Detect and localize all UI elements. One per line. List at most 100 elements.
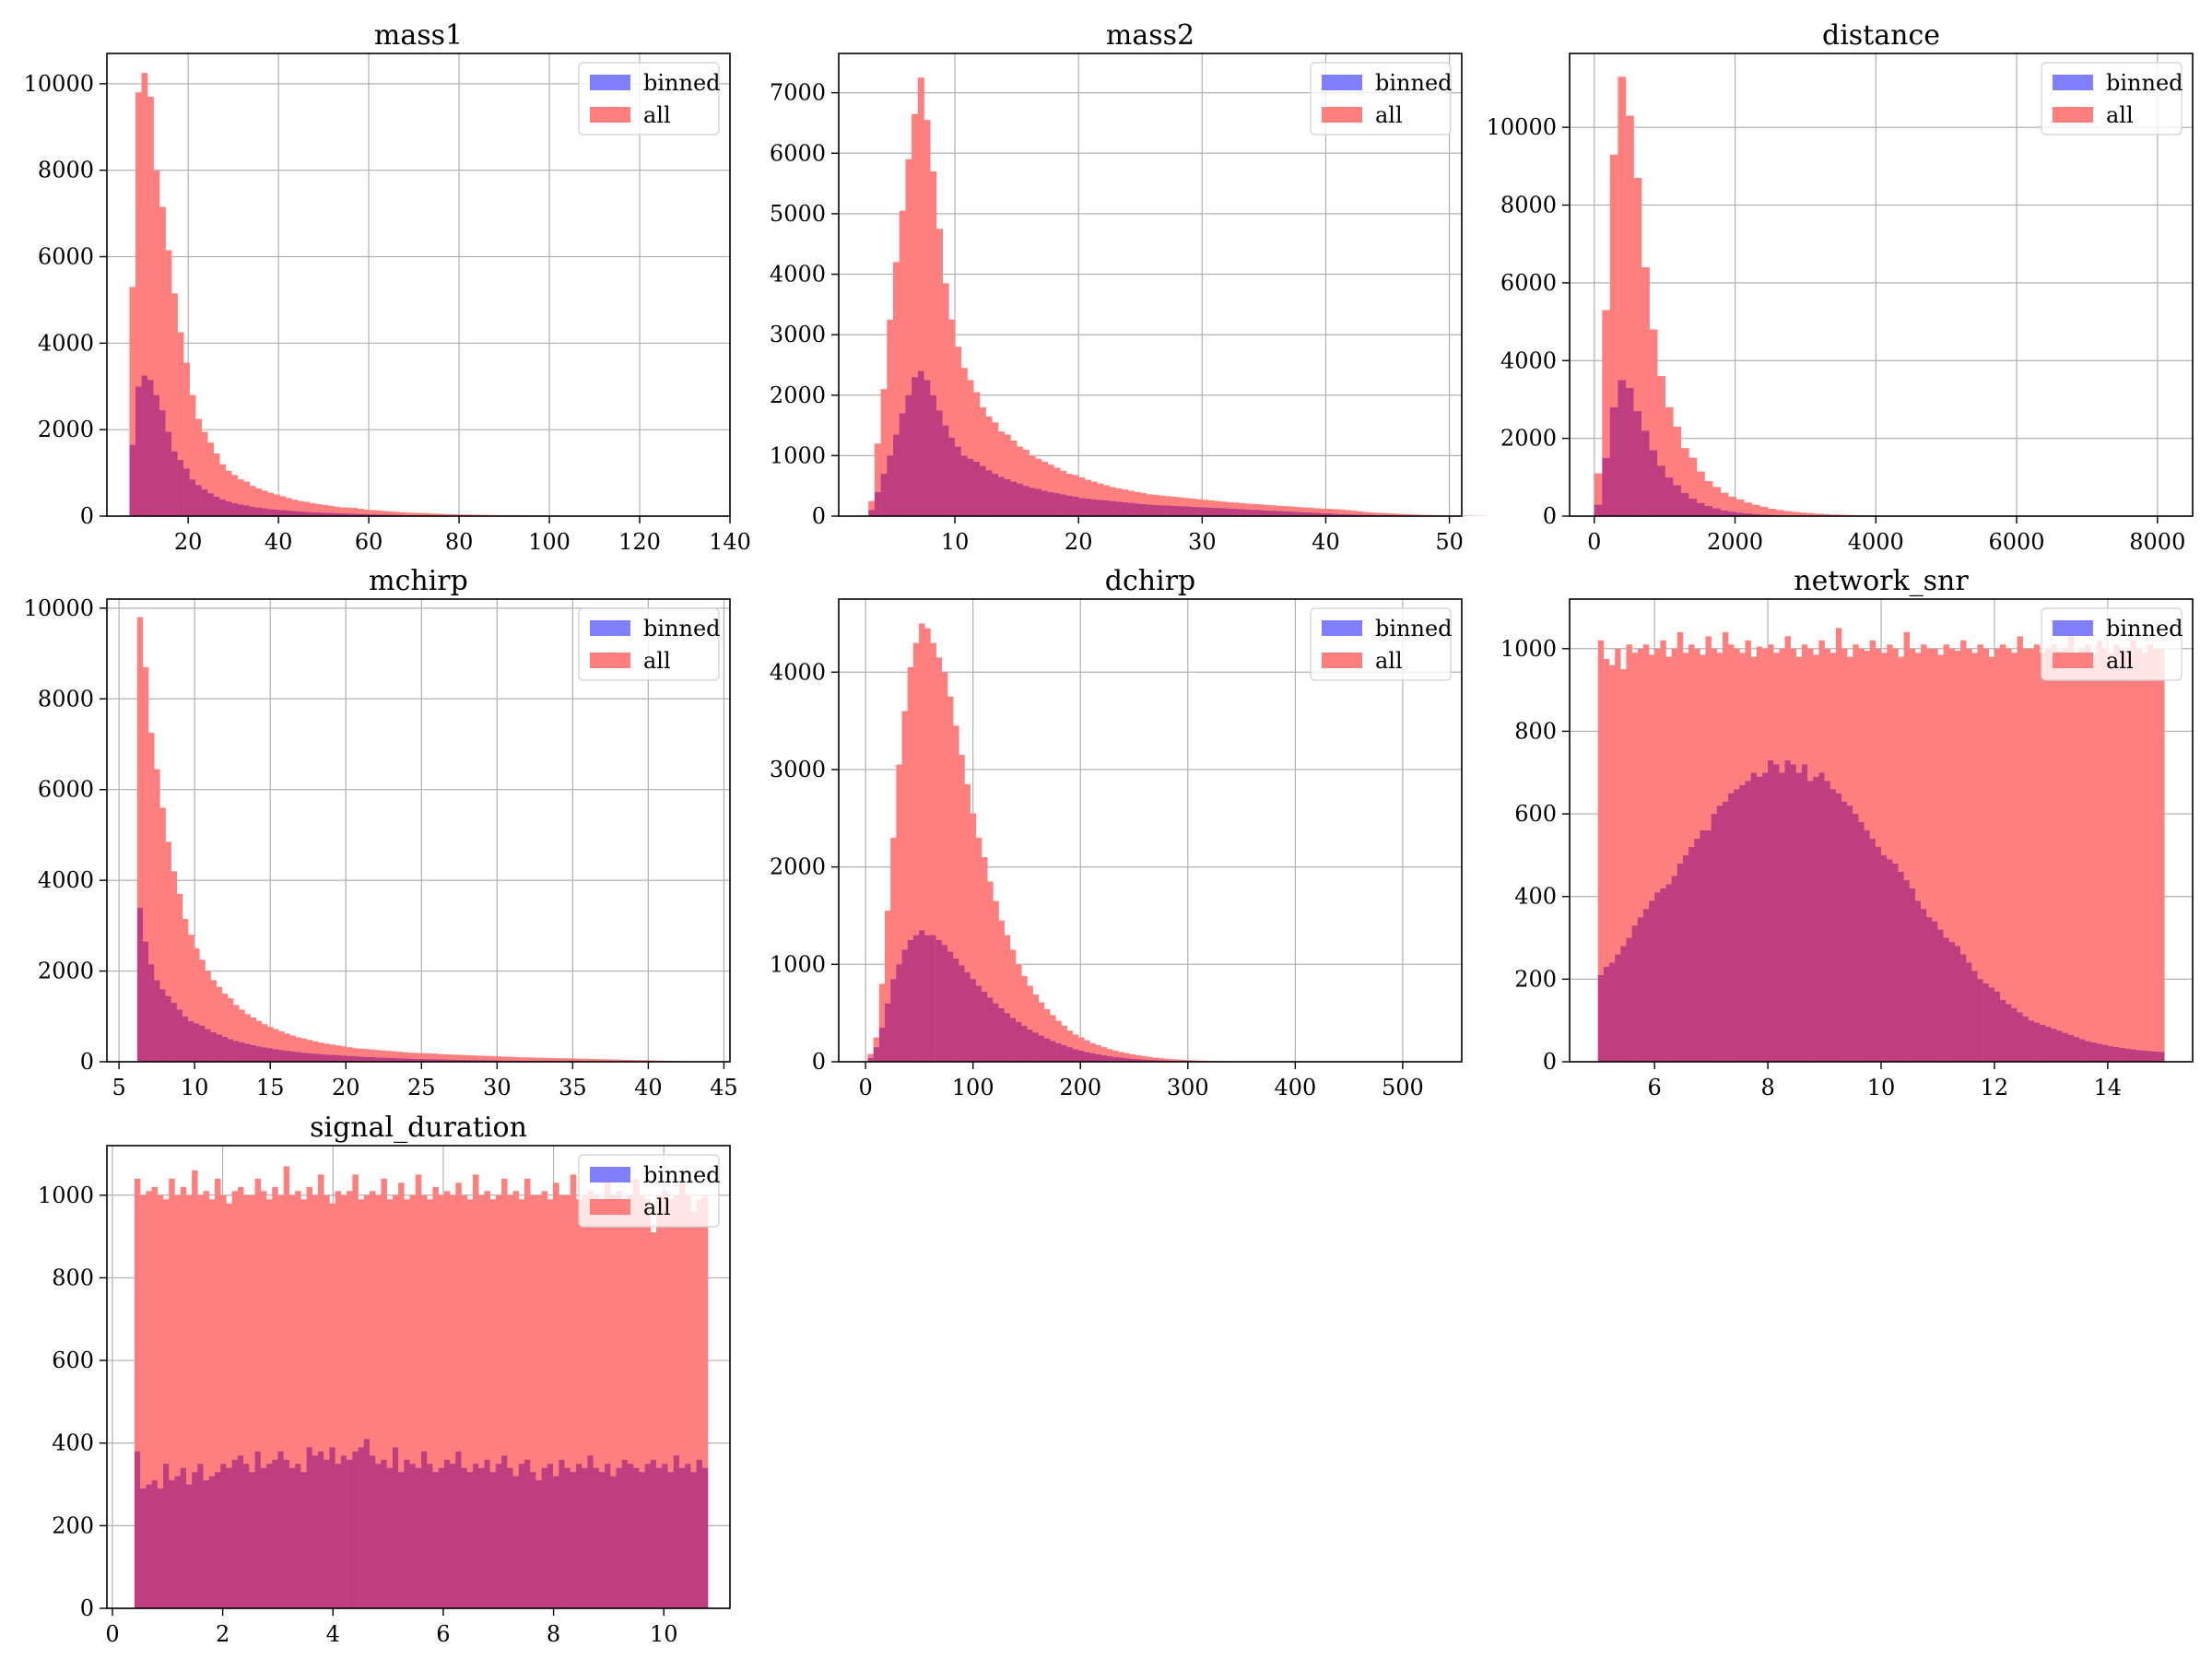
bar-all xyxy=(919,623,925,931)
bar-binned xyxy=(207,493,215,516)
bar-all xyxy=(1232,502,1240,510)
bar-binned xyxy=(973,461,981,516)
bar-binned xyxy=(171,1003,178,1062)
y-tick-label: 6000 xyxy=(1500,270,1557,296)
bar-binned xyxy=(1712,508,1721,516)
bar-all xyxy=(912,113,919,378)
bar-binned xyxy=(392,1447,399,1608)
bar-all xyxy=(374,1050,381,1058)
bar-binned xyxy=(1903,879,1911,1062)
bar-all xyxy=(2096,640,2102,1044)
bar-binned xyxy=(955,446,962,516)
bar-all xyxy=(2101,648,2109,1045)
bar-binned xyxy=(1276,511,1283,516)
bar-all xyxy=(478,1194,485,1468)
bar-all xyxy=(1072,1034,1079,1050)
bar-all xyxy=(278,1031,285,1051)
bar-all xyxy=(171,293,178,452)
bar-binned xyxy=(1127,502,1135,516)
bar-all xyxy=(1790,648,1797,765)
bar-binned xyxy=(1319,512,1326,516)
bars xyxy=(136,617,703,1062)
bar-binned xyxy=(924,380,931,516)
bar-binned xyxy=(1084,1052,1090,1062)
bar-all xyxy=(208,1199,216,1477)
bar-binned xyxy=(1677,863,1684,1062)
bar-binned xyxy=(227,1039,234,1062)
bar-all xyxy=(306,1186,313,1448)
bar-all xyxy=(315,503,323,513)
bar-binned xyxy=(318,1451,324,1608)
bar-all xyxy=(2028,648,2035,1021)
bar-all xyxy=(2051,644,2057,1030)
bar-all xyxy=(2073,653,2080,1038)
bar-binned xyxy=(397,1058,404,1062)
bar-binned xyxy=(1227,508,1234,516)
bar-all xyxy=(1801,644,1808,765)
bar-binned xyxy=(477,1060,483,1062)
bar-binned xyxy=(1824,781,1830,1062)
bar-binned xyxy=(530,1472,536,1608)
bar-all xyxy=(227,998,234,1040)
bar-binned xyxy=(2067,1034,2075,1062)
bar-binned xyxy=(453,1059,460,1062)
bar-binned xyxy=(1313,512,1321,516)
bar-binned xyxy=(1594,504,1603,516)
bar-all xyxy=(1192,1060,1199,1062)
bar-binned xyxy=(1745,781,1751,1062)
bar-all xyxy=(1288,506,1296,512)
bar-all xyxy=(606,1059,613,1062)
bar-binned xyxy=(309,512,316,516)
bar-all xyxy=(261,490,268,509)
bar-binned xyxy=(896,964,902,1062)
bar-all xyxy=(1134,491,1141,504)
bar-all xyxy=(1089,1042,1096,1053)
bar-binned xyxy=(159,410,166,516)
bar-all xyxy=(1115,488,1123,502)
bar-binned xyxy=(231,1459,239,1608)
bar-binned xyxy=(2056,1030,2063,1062)
bar-all xyxy=(459,514,466,516)
bar-all xyxy=(1739,653,1746,785)
bar-binned xyxy=(404,1459,410,1608)
bar-all xyxy=(369,1191,376,1456)
y-tick-label: 2000 xyxy=(1500,426,1557,452)
bar-binned xyxy=(303,512,311,516)
bar-binned xyxy=(1779,772,1785,1062)
bar-binned xyxy=(358,1447,365,1608)
bar-all xyxy=(261,1024,268,1048)
bar-binned xyxy=(1061,1045,1067,1062)
bar-all xyxy=(878,983,886,1029)
bar-all xyxy=(982,857,988,992)
bar-binned xyxy=(1728,512,1737,516)
bar-all xyxy=(340,1046,347,1056)
bar-binned xyxy=(1038,1035,1045,1062)
x-tick-label: 500 xyxy=(1382,1075,1424,1100)
bar-binned xyxy=(924,935,931,1062)
bar-all xyxy=(1399,513,1406,516)
bar-binned xyxy=(982,991,988,1062)
bar-all xyxy=(646,1060,653,1062)
bar-binned xyxy=(443,1459,451,1608)
bar-binned xyxy=(1135,1059,1142,1062)
bar-all xyxy=(696,1199,703,1460)
bar-all xyxy=(352,1174,359,1452)
bar-binned xyxy=(380,1057,387,1062)
bar-binned xyxy=(1029,488,1036,516)
bar-binned xyxy=(1239,509,1246,516)
bar-binned xyxy=(203,1480,210,1608)
bar-binned xyxy=(1937,929,1944,1062)
bar-all xyxy=(1602,310,1611,458)
bar-all xyxy=(225,470,232,502)
bar-binned xyxy=(1626,937,1632,1062)
legend-swatch-binned xyxy=(1322,620,1362,636)
bar-all xyxy=(1197,1060,1205,1062)
bar-binned xyxy=(254,1451,262,1608)
bar-all xyxy=(335,1191,342,1465)
bar-binned xyxy=(1700,830,1706,1062)
bar-binned xyxy=(220,1464,227,1608)
bar-all xyxy=(1909,648,1916,888)
bar-binned xyxy=(1602,457,1611,516)
bar-all xyxy=(453,1054,460,1060)
bar-binned xyxy=(1983,982,1990,1062)
